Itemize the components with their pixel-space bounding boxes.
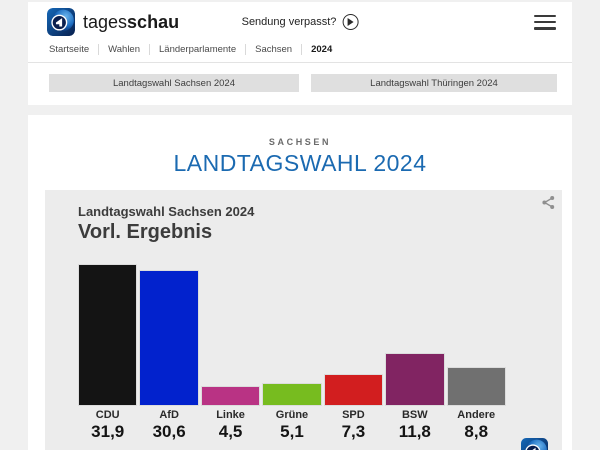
bar-value-afd: 30,6 — [152, 422, 186, 441]
play-icon — [342, 14, 359, 30]
breadcrumb-laenderparlamente[interactable]: Länderparlamente — [150, 44, 247, 55]
breadcrumb-startseite[interactable]: Startseite — [49, 44, 100, 55]
bar-column-bsw — [385, 264, 445, 406]
top-bar: tagesschau Sendung verpasst? — [28, 2, 572, 42]
bar-value-grne: 5,1 — [280, 422, 304, 441]
breadcrumb: Startseite Wahlen Länderparlamente Sachs… — [28, 42, 572, 62]
share-icon[interactable] — [541, 195, 556, 210]
bar-label-spd: SPD — [342, 409, 365, 421]
bar-value-spd: 7,3 — [341, 422, 366, 441]
bar-chart — [78, 264, 506, 406]
bar-column-afd — [139, 264, 199, 406]
bar-label-grne: Grüne — [275, 409, 309, 421]
main-content: SACHSEN LANDTAGSWAHL 2024 Landtagswahl S… — [28, 115, 572, 450]
bar-names-row: CDU AfD Linke Grüne SPD BSW Andere — [78, 406, 506, 421]
bar-column-andere — [446, 264, 506, 406]
bar-column-cdu — [78, 264, 138, 406]
bar-value-linke: 4,5 — [218, 422, 243, 441]
bar-values-row: 31,9 30,6 4,5 5,1 7,3 11,8 8,8 — [78, 421, 506, 442]
region-kicker: SACHSEN — [268, 137, 332, 147]
missed-broadcast-link[interactable]: Sendung verpasst? — [242, 14, 359, 30]
bar-label-cdu: CDU — [95, 409, 120, 421]
missed-broadcast-label: Sendung verpasst? — [241, 16, 337, 28]
bar-label-linke: Linke — [216, 409, 245, 421]
chart-subtitle: Vorl. Ergebnis — [78, 221, 213, 243]
breadcrumb-wahlen[interactable]: Wahlen — [99, 44, 150, 55]
bar-value-bsw: 11,8 — [398, 422, 431, 441]
breadcrumb-2024[interactable]: 2024 — [311, 44, 333, 55]
tagesschau-globe-icon — [47, 8, 75, 36]
page: tagesschau Sendung verpasst? Startseite … — [28, 2, 572, 450]
tagesschau-watermark-icon — [521, 438, 548, 450]
brand-wordmark: tagesschau — [83, 11, 180, 32]
bar-value-andere: 8,8 — [464, 422, 489, 441]
bar-column-spd — [323, 264, 384, 406]
chart-title: Landtagswahl Sachsen 2024 — [78, 204, 255, 219]
bar-spd — [323, 374, 384, 406]
section-gap — [28, 105, 572, 115]
bar-grne — [262, 383, 322, 406]
results-chart-card: Landtagswahl Sachsen 2024 Vorl. Ergebnis… — [45, 190, 562, 450]
bar-andere — [446, 367, 506, 406]
bar-label-afd: AfD — [159, 409, 179, 421]
tab-landtagswahl-thueringen[interactable]: Landtagswahl Thüringen 2024 — [311, 74, 557, 92]
tagesschau-logo[interactable]: tagesschau — [47, 8, 179, 36]
bar-label-bsw: BSW — [401, 409, 428, 421]
bar-column-grne — [262, 264, 322, 406]
breadcrumb-sachsen[interactable]: Sachsen — [246, 44, 303, 55]
bar-cdu — [78, 264, 138, 406]
site-header: tagesschau Sendung verpasst? Startseite … — [28, 2, 572, 63]
bar-linke — [200, 386, 261, 406]
bar-value-cdu: 31,9 — [91, 422, 125, 441]
hamburger-menu-icon[interactable] — [534, 14, 556, 30]
bar-afd — [139, 270, 199, 406]
election-tabs: Landtagswahl Sachsen 2024 Landtagswahl T… — [28, 63, 572, 105]
bar-column-linke — [200, 264, 261, 406]
tab-landtagswahl-sachsen[interactable]: Landtagswahl Sachsen 2024 — [49, 74, 299, 92]
bar-label-andere: Andere — [457, 409, 496, 421]
bar-bsw — [385, 353, 445, 406]
page-title: LANDTAGSWAHL 2024 — [173, 150, 427, 176]
